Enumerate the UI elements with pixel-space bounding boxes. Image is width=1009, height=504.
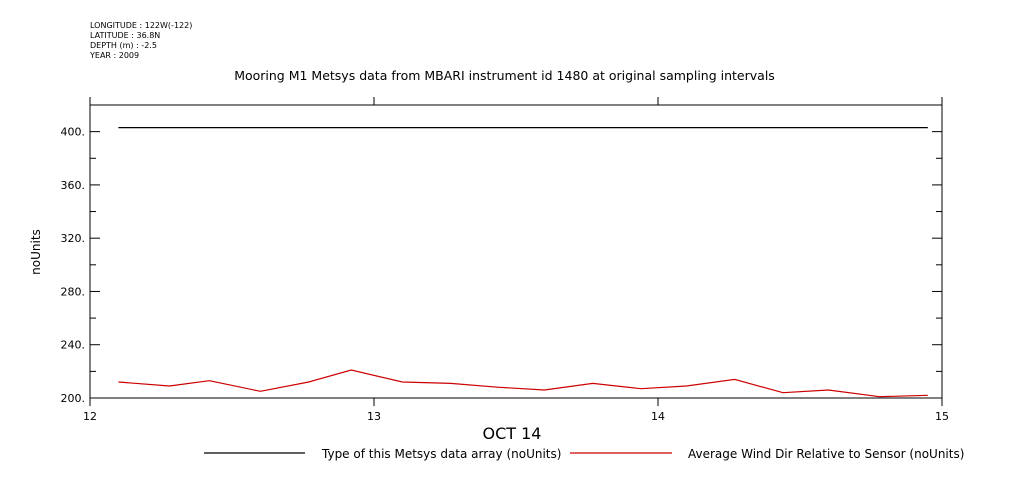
year-label: YEAR : 2009 (90, 51, 140, 60)
axes: 12 13 14 15 200. 240. 280. 320. 360. 400. (61, 97, 949, 423)
series-line-1 (118, 369, 928, 398)
series-layer (118, 126, 928, 398)
y-tick-label: 200. (61, 392, 86, 405)
x-tick-label: 14 (651, 410, 665, 423)
latitude-label: LATITUDE : 36.8N (90, 31, 161, 40)
y-tick-label: 400. (61, 126, 86, 139)
x-tick-label: 13 (367, 410, 381, 423)
plot-frame (89, 104, 943, 399)
y-tick-label: 240. (61, 339, 86, 352)
legend: Type of this Metsys data array (noUnits)… (204, 447, 964, 461)
metadata-block: LONGITUDE : 122W(-122) LATITUDE : 36.8N … (90, 21, 192, 61)
longitude-label: LONGITUDE : 122W(-122) (90, 21, 193, 30)
x-tick-label: 15 (935, 410, 949, 423)
y-axis-label: noUnits (29, 229, 43, 275)
chart-title: Mooring M1 Metsys data from MBARI instru… (234, 68, 775, 83)
legend-label-1: Average Wind Dir Relative to Sensor (noU… (688, 447, 964, 461)
x-axis-label: OCT 14 (483, 424, 542, 443)
depth-label: DEPTH (m) : -2.5 (90, 41, 157, 50)
y-tick-label: 360. (61, 179, 86, 192)
y-tick-label: 320. (61, 232, 86, 245)
legend-label-0: Type of this Metsys data array (noUnits) (321, 447, 561, 461)
y-tick-label: 280. (61, 285, 86, 298)
x-tick-label: 12 (83, 410, 97, 423)
